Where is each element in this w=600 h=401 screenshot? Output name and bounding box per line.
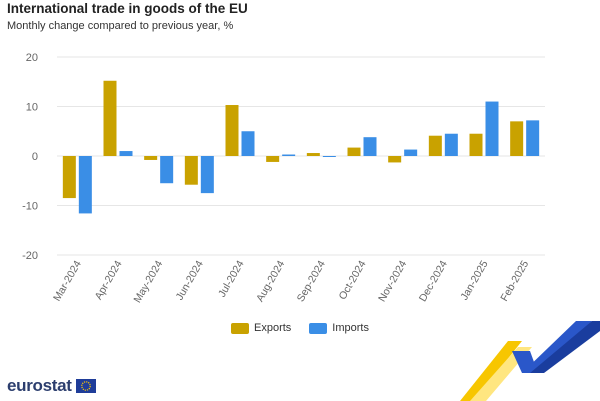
exports-swatch xyxy=(231,322,249,334)
bar-exports[interactable] xyxy=(184,156,198,185)
x-tick-label: Jul-2024 xyxy=(216,258,247,299)
y-tick-label: -20 xyxy=(22,250,38,262)
x-tick-label: Mar-2024 xyxy=(51,258,84,303)
decorative-stripes-graphic xyxy=(460,321,600,401)
legend-item-exports[interactable]: Exports xyxy=(231,322,291,334)
bar-imports[interactable] xyxy=(444,133,458,156)
bar-exports[interactable] xyxy=(388,156,402,163)
bar-chart: -20 -10 0 10 20 Mar-2024 Apr-2024 May-2024 Jun-2… xyxy=(22,52,545,305)
y-tick-label: 0 xyxy=(32,151,38,163)
bar-imports[interactable] xyxy=(200,156,214,194)
x-tick-label: Feb-2025 xyxy=(498,258,531,303)
x-tick-label: Oct-2024 xyxy=(337,258,369,302)
bar-exports[interactable] xyxy=(62,156,76,199)
bar-exports[interactable] xyxy=(144,156,158,160)
x-tick-label: May-2024 xyxy=(132,258,166,305)
legend-label-imports: Imports xyxy=(332,322,369,334)
bar-imports[interactable] xyxy=(485,101,499,156)
bar-exports[interactable] xyxy=(469,133,483,156)
bar-imports[interactable] xyxy=(526,120,540,156)
y-tick-label: 10 xyxy=(26,102,38,114)
y-tick-label: -10 xyxy=(22,201,38,213)
x-tick-label: Apr-2024 xyxy=(93,258,125,302)
bar-imports[interactable] xyxy=(119,151,133,156)
bar-imports[interactable] xyxy=(282,154,296,156)
bar-imports[interactable] xyxy=(363,137,377,156)
bar-exports[interactable] xyxy=(306,153,320,156)
x-tick-label: Dec-2024 xyxy=(417,258,450,304)
y-tick-label: 20 xyxy=(26,52,38,64)
eu-flag-icon xyxy=(75,379,96,393)
legend-label-exports: Exports xyxy=(254,322,292,334)
bar-exports[interactable] xyxy=(428,135,442,156)
chart-legend: Exports Imports xyxy=(0,322,600,334)
legend-item-imports[interactable]: Imports xyxy=(309,322,369,334)
eurostat-logo: eurostat xyxy=(7,376,96,396)
imports-swatch xyxy=(309,322,328,334)
bar-imports[interactable] xyxy=(78,156,92,214)
bar-exports[interactable] xyxy=(510,121,524,156)
x-tick-label: Sep-2024 xyxy=(295,258,328,304)
bar-exports[interactable] xyxy=(347,147,361,156)
bar-imports[interactable] xyxy=(241,131,255,156)
x-tick-label: Jun-2024 xyxy=(174,258,206,302)
logo-text: eurostat xyxy=(7,376,72,395)
bar-imports[interactable] xyxy=(322,156,336,157)
x-tick-label: Jan-2025 xyxy=(458,258,490,302)
bar-exports[interactable] xyxy=(225,105,239,156)
bar-imports[interactable] xyxy=(160,156,174,184)
chart-title: International trade in goods of the EU xyxy=(7,1,248,16)
bar-imports[interactable] xyxy=(404,149,418,156)
bar-exports[interactable] xyxy=(266,156,280,162)
chart-subtitle: Monthly change compared to previous year… xyxy=(7,20,234,32)
x-tick-label: Aug-2024 xyxy=(254,258,287,304)
bar-exports[interactable] xyxy=(103,80,117,156)
x-tick-label: Nov-2024 xyxy=(376,258,409,304)
